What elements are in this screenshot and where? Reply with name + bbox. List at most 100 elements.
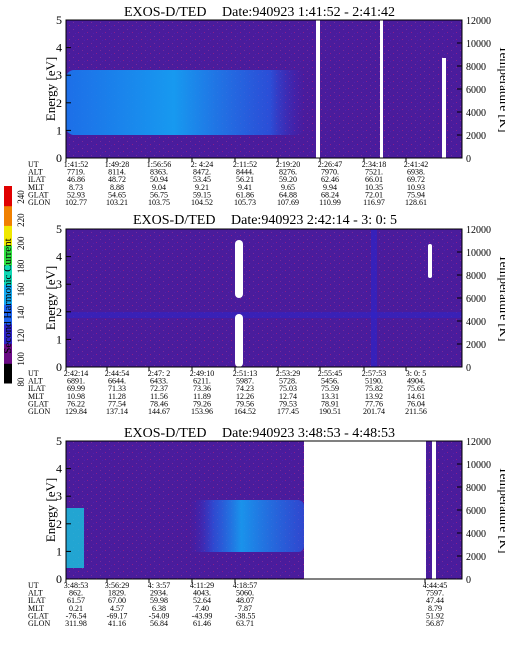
table-cell: 8.73 — [69, 183, 83, 192]
table-cell: 56.21 — [236, 175, 254, 184]
table-cell: 5456. — [321, 377, 339, 386]
table-cell: 51.92 — [426, 611, 444, 620]
table-cell: 66.01 — [365, 175, 383, 184]
table-cell: 72.01 — [365, 190, 383, 199]
table-cell: 48.07 — [236, 596, 254, 605]
table-cell: 67.00 — [108, 596, 126, 605]
panel-2: EXOS-D/TED Date:940923 2:42:14 - 3: 0: 5… — [28, 213, 505, 416]
table-row-label: MLT — [28, 183, 44, 192]
table-row-label: GLAT — [28, 611, 49, 620]
table-row-label: MLT — [28, 392, 44, 401]
panel-date-range: Date:940923 1:41:52 - 2:41:42 — [222, 5, 395, 20]
y2-tick-label: 10000 — [466, 248, 491, 259]
colorbar-segment — [4, 343, 12, 364]
table-cell: 1:56:56 — [147, 160, 171, 169]
table-cell: 59.98 — [150, 596, 168, 605]
table-row-label: UT — [28, 369, 39, 378]
table-cell: 4043. — [193, 589, 211, 598]
enhanced-band — [66, 70, 306, 135]
table-row-label: GLON — [28, 619, 50, 628]
table-cell: 14.61 — [407, 392, 425, 401]
table-cell: 2:19:20 — [276, 160, 300, 169]
table-cell: 7970. — [321, 168, 339, 177]
colorbar-tick-label: 140 — [16, 305, 26, 319]
table-cell: 56.75 — [150, 190, 168, 199]
table-cell: 7.87 — [238, 604, 252, 613]
panel-title: EXOS-D/TED — [133, 213, 215, 228]
y2-tick-label: 2000 — [466, 340, 486, 351]
table-cell: 2:11:52 — [233, 160, 257, 169]
table-cell: 74.23 — [236, 384, 254, 393]
table-cell: 9.21 — [195, 183, 209, 192]
table-cell: 128.61 — [405, 198, 427, 207]
table-cell: 1:49:28 — [105, 160, 129, 169]
table-cell: 59.20 — [279, 175, 297, 184]
y-axis-label: Energy [eV] — [43, 57, 58, 121]
table-cell: 77.54 — [108, 399, 126, 408]
table-cell: 8472. — [193, 168, 211, 177]
table-cell: 137.14 — [106, 407, 128, 416]
table-row-label: ALT — [28, 377, 43, 386]
table-cell: 59.15 — [193, 190, 211, 199]
y2-tick-label: 6000 — [466, 506, 486, 517]
table-cell: 79.56 — [236, 399, 254, 408]
colorbar-tick-label: 80 — [16, 377, 26, 387]
plot-noise — [66, 229, 462, 367]
table-cell: 3: 0: 5 — [406, 369, 426, 378]
data-gap — [432, 441, 436, 579]
table-cell: 8276. — [279, 168, 297, 177]
y2-tick-label: 12000 — [466, 16, 491, 27]
y-tick-label: 2 — [56, 96, 62, 110]
table-cell: 2:47: 2 — [148, 369, 170, 378]
table-cell: 75.59 — [321, 384, 339, 393]
table-cell: 77.76 — [365, 399, 383, 408]
table-cell: 2:42:14 — [64, 369, 88, 378]
table-cell: 52.93 — [67, 190, 85, 199]
colorbar-segment — [4, 304, 12, 325]
table-cell: 164.52 — [234, 407, 256, 416]
colorbar-tick-label: 200 — [16, 236, 26, 250]
table-cell: 6891. — [67, 377, 85, 386]
y2-tick-label: 4000 — [466, 108, 486, 119]
table-cell: 4: 3:57 — [148, 581, 170, 590]
y2-tick-label: 4000 — [466, 529, 486, 540]
y2-ticks: 0 2000 4000 6000 8000 10000 12000 — [457, 16, 491, 165]
table-cell: 2:26:47 — [318, 160, 342, 169]
y2-tick-label: 4000 — [466, 317, 486, 328]
table-cell: 56.87 — [426, 619, 444, 628]
table-cell: 72.37 — [150, 384, 168, 393]
y-tick-label: 4 — [56, 41, 62, 55]
y2-tick-label: 2000 — [466, 552, 486, 563]
y2-tick-label: 8000 — [466, 62, 486, 73]
table-cell: 11.56 — [150, 392, 168, 401]
y2-tick-label: 0 — [466, 154, 471, 165]
table-cell: 3:48:53 — [64, 581, 88, 590]
table-cell: 116.97 — [363, 198, 385, 207]
table-cell: 4904. — [407, 377, 425, 386]
table-cell: -38.55 — [235, 611, 256, 620]
table-cell: 8114. — [108, 168, 126, 177]
table-cell: 13.92 — [365, 392, 383, 401]
table-cell: 8.88 — [110, 183, 124, 192]
table-cell: 7521. — [365, 168, 383, 177]
table-cell: 4:18:57 — [233, 581, 257, 590]
table-row-label: GLAT — [28, 190, 49, 199]
colorbar-tick-label: 120 — [16, 329, 26, 343]
y-tick-label: 3 — [56, 277, 62, 291]
table-cell: 6938. — [407, 168, 425, 177]
table-cell: 2:44:54 — [105, 369, 129, 378]
table-cell: 63.71 — [236, 619, 254, 628]
table-cell: 41.16 — [108, 619, 126, 628]
table-cell: 1:41:52 — [64, 160, 88, 169]
enhanced-band — [190, 500, 304, 552]
table-cell: 129.84 — [65, 407, 87, 416]
y-tick-label: 1 — [56, 123, 62, 137]
table-cell: 79.26 — [193, 399, 211, 408]
table-row-label: UT — [28, 581, 39, 590]
y-tick-label: 0 — [56, 151, 62, 165]
table-cell: 6211. — [193, 377, 211, 386]
table-cell: 862. — [69, 589, 83, 598]
table-cell: 4:11:29 — [190, 581, 214, 590]
